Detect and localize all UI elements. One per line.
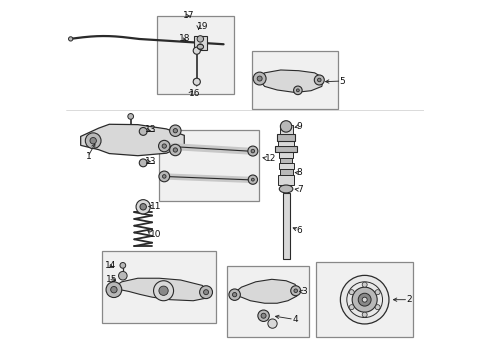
Text: 18: 18 — [179, 35, 191, 44]
Text: 14: 14 — [105, 261, 117, 270]
Circle shape — [258, 310, 270, 321]
Text: 19: 19 — [197, 22, 208, 31]
Polygon shape — [111, 278, 209, 301]
Ellipse shape — [197, 44, 203, 49]
Circle shape — [136, 200, 150, 214]
Circle shape — [358, 293, 371, 306]
Bar — [102, 251, 217, 323]
Circle shape — [318, 78, 321, 82]
Text: 7: 7 — [297, 185, 302, 194]
Circle shape — [85, 133, 101, 149]
Circle shape — [197, 36, 203, 42]
Circle shape — [159, 286, 168, 296]
Circle shape — [173, 129, 177, 133]
Text: 4: 4 — [292, 315, 298, 324]
Polygon shape — [232, 279, 298, 303]
Polygon shape — [81, 124, 184, 156]
Text: 2: 2 — [407, 295, 412, 304]
Bar — [279, 163, 294, 169]
Circle shape — [193, 78, 200, 85]
Polygon shape — [258, 70, 323, 93]
Text: 11: 11 — [150, 202, 162, 211]
Text: 13: 13 — [145, 126, 156, 135]
Circle shape — [362, 282, 367, 287]
Circle shape — [253, 72, 266, 85]
Text: 9: 9 — [297, 122, 302, 131]
Circle shape — [375, 290, 380, 295]
Circle shape — [120, 262, 126, 268]
Circle shape — [69, 37, 73, 41]
Bar — [280, 125, 293, 134]
Circle shape — [248, 175, 258, 184]
Bar — [317, 262, 413, 337]
Circle shape — [294, 86, 302, 95]
Circle shape — [140, 203, 147, 210]
Circle shape — [251, 149, 255, 153]
Text: 8: 8 — [297, 168, 302, 177]
Circle shape — [294, 289, 297, 293]
Circle shape — [203, 290, 209, 295]
Circle shape — [173, 148, 177, 152]
Circle shape — [119, 271, 127, 280]
Circle shape — [362, 297, 367, 302]
Text: 13: 13 — [145, 157, 156, 166]
Circle shape — [261, 313, 266, 318]
Text: 15: 15 — [106, 275, 118, 284]
Circle shape — [199, 286, 213, 298]
Circle shape — [352, 287, 377, 312]
Circle shape — [139, 127, 147, 135]
Circle shape — [296, 89, 299, 92]
Circle shape — [159, 140, 170, 152]
Bar — [159, 130, 259, 202]
Circle shape — [139, 159, 147, 167]
Circle shape — [170, 125, 181, 136]
Circle shape — [268, 319, 277, 328]
Circle shape — [229, 289, 241, 300]
Circle shape — [170, 144, 181, 156]
Bar — [157, 16, 234, 94]
Bar — [283, 193, 290, 258]
Circle shape — [153, 281, 173, 301]
Bar — [279, 152, 293, 158]
Circle shape — [90, 138, 97, 144]
Circle shape — [349, 290, 354, 295]
Text: 3: 3 — [301, 287, 307, 296]
Bar — [277, 134, 295, 141]
Circle shape — [248, 146, 258, 156]
Circle shape — [159, 171, 170, 182]
Circle shape — [197, 44, 203, 50]
Circle shape — [193, 47, 200, 54]
Circle shape — [341, 275, 389, 324]
Circle shape — [375, 305, 380, 310]
Circle shape — [106, 282, 122, 297]
Circle shape — [232, 293, 237, 297]
Circle shape — [257, 76, 262, 81]
Bar — [280, 169, 293, 175]
Circle shape — [251, 178, 254, 181]
Bar — [278, 141, 294, 146]
Circle shape — [349, 305, 354, 310]
Circle shape — [314, 75, 324, 85]
Text: 5: 5 — [340, 77, 345, 86]
Circle shape — [291, 286, 301, 296]
Text: 12: 12 — [266, 154, 277, 163]
Bar — [227, 266, 309, 337]
Ellipse shape — [279, 185, 293, 193]
Bar — [252, 51, 338, 109]
Bar — [280, 158, 292, 163]
Circle shape — [362, 312, 367, 317]
Text: 1: 1 — [86, 152, 92, 161]
Bar — [278, 175, 294, 185]
Text: 6: 6 — [297, 225, 302, 234]
Bar — [194, 36, 207, 50]
Text: 17: 17 — [183, 11, 195, 20]
Circle shape — [162, 144, 167, 148]
Circle shape — [128, 113, 134, 119]
Bar — [275, 146, 297, 152]
Circle shape — [163, 175, 166, 178]
Text: 16: 16 — [189, 89, 200, 98]
Circle shape — [280, 121, 292, 132]
Text: 10: 10 — [150, 230, 162, 239]
Circle shape — [111, 287, 117, 293]
